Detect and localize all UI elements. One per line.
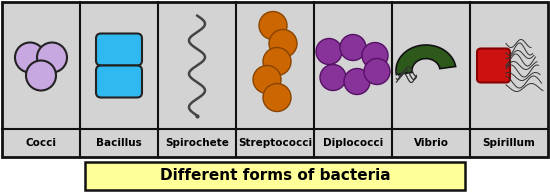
FancyBboxPatch shape: [477, 49, 510, 82]
Ellipse shape: [316, 38, 342, 65]
Text: Spirillum: Spirillum: [482, 138, 536, 148]
FancyBboxPatch shape: [96, 66, 142, 98]
Ellipse shape: [15, 43, 45, 73]
Ellipse shape: [263, 83, 291, 112]
Ellipse shape: [253, 66, 281, 93]
Text: Different forms of bacteria: Different forms of bacteria: [160, 168, 390, 183]
Polygon shape: [396, 45, 455, 74]
Ellipse shape: [269, 29, 297, 58]
Text: Spirochete: Spirochete: [165, 138, 229, 148]
Ellipse shape: [320, 65, 346, 90]
Ellipse shape: [344, 68, 370, 95]
Text: Streptococci: Streptococci: [238, 138, 312, 148]
FancyBboxPatch shape: [85, 162, 465, 190]
Ellipse shape: [26, 60, 56, 90]
Ellipse shape: [340, 35, 366, 60]
Ellipse shape: [362, 43, 388, 68]
Ellipse shape: [259, 12, 287, 40]
Bar: [2, 2, 548, 157]
Text: Cocci: Cocci: [25, 138, 57, 148]
FancyBboxPatch shape: [96, 34, 142, 66]
Text: Bacillus: Bacillus: [96, 138, 142, 148]
Ellipse shape: [263, 48, 291, 75]
Text: Diplococci: Diplococci: [323, 138, 383, 148]
Text: Vibrio: Vibrio: [414, 138, 448, 148]
Ellipse shape: [364, 58, 390, 84]
Ellipse shape: [37, 43, 67, 73]
